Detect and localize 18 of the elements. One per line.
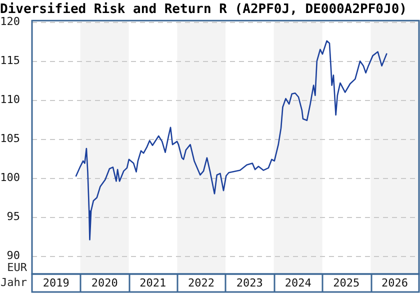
- y-tick-label: 115: [0, 54, 20, 68]
- chart-title: Diversified Risk and Return R (A2PF0J, DE000A2PF0J0): [0, 2, 407, 18]
- y-tick-label: 100: [0, 170, 20, 184]
- y-tick-label: 110: [0, 92, 20, 106]
- y-tick-label: 105: [0, 132, 20, 145]
- x-tick-label: 2021: [140, 276, 166, 290]
- x-tick-label: 2026: [382, 276, 408, 290]
- x-tick-label: 2023: [236, 276, 263, 290]
- x-tick-label: 2020: [91, 276, 118, 290]
- x-tick-label: 2019: [42, 276, 70, 290]
- x-tick-label: 2022: [188, 276, 215, 290]
- x-tick-label: 2025: [333, 276, 360, 290]
- x-axis-title: Jahr: [0, 276, 28, 289]
- y-axis-title: EUR: [7, 260, 28, 274]
- y-tick-label: 90: [6, 248, 20, 262]
- y-tick-label: 120: [0, 15, 20, 28]
- y-tick-label: 95: [6, 210, 20, 223]
- x-tick-label: 2024: [284, 276, 312, 290]
